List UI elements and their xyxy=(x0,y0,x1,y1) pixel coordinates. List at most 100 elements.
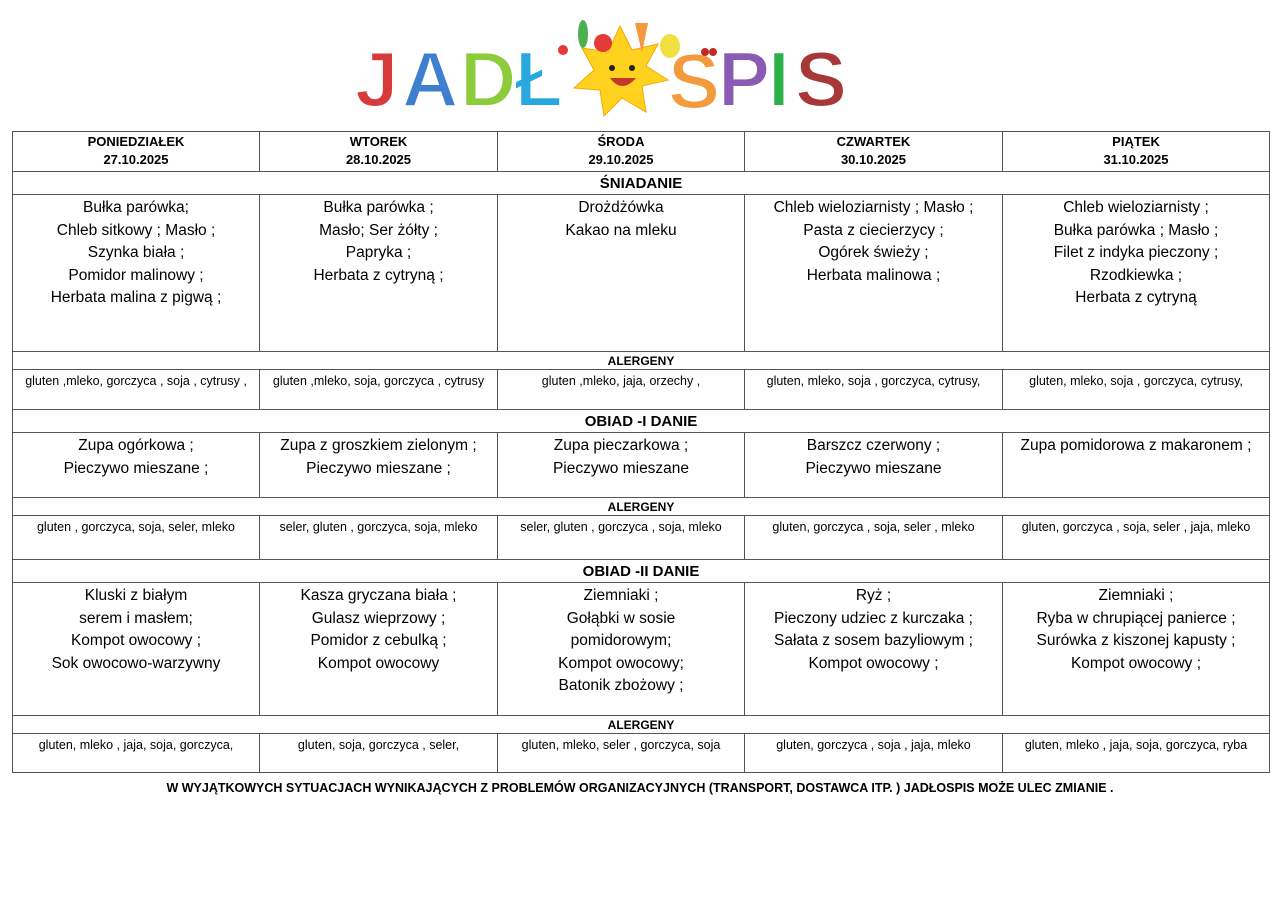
menu-item: Papryka ; xyxy=(345,244,412,261)
menu-item: Pieczony udziec z kurczaka ; xyxy=(773,609,973,627)
menu-item: Zupa pieczarkowa ; xyxy=(553,437,689,454)
menu-item: Herbata malinowa ; xyxy=(806,266,941,284)
menu-cell: Ziemniaki ; Gołąbki w sosie pomidorowym; Ko… xyxy=(497,582,745,716)
menu-item: Masło; Ser żółty ; xyxy=(319,221,438,239)
menu-item: Sałata z sosem bazyliowym ; xyxy=(774,632,973,649)
menu-cell: Chleb wieloziarnisty ; Masło ; Pasta z ci… xyxy=(744,194,1003,352)
allergens-cell: gluten, mleko, soja , gorczyca, cytrusy, xyxy=(744,369,1003,410)
allergens-cell: seler, gluten , gorczyca, soja, mleko xyxy=(259,515,498,560)
allergens-heading: ALERGENY xyxy=(12,497,1270,516)
menu-item: Pomidor z cebulką ; xyxy=(310,632,447,649)
menu-item: Bułka parówka ; xyxy=(323,199,434,216)
allergens-cell: gluten, mleko , jaja, soja, gorczyca, xyxy=(12,733,260,773)
menu-cell: Bułka parówka ; Masło; Ser żółty ; Papryka… xyxy=(259,194,498,352)
allergens-cell: seler, gluten , gorczyca , soja, mleko xyxy=(497,515,745,560)
svg-text:P: P xyxy=(718,35,770,118)
menu-item: Kompot owocowy ; xyxy=(808,654,939,672)
menu-item: Pieczywo mieszane ; xyxy=(306,459,451,477)
allergens-cell: gluten, mleko, soja , gorczyca, cytrusy, xyxy=(1002,369,1270,410)
menu-item: Kompot owocowy; xyxy=(558,654,684,672)
menu-cell: Zupa pomidorowa z makaronem ; xyxy=(1002,432,1270,498)
svg-text:D: D xyxy=(460,35,516,118)
menu-item: Kasza gryczana biała ; xyxy=(300,587,457,604)
menu-item: Drożdżówka xyxy=(578,199,664,216)
menu-item: Zupa ogórkowa ; xyxy=(78,437,194,454)
menu-cell: Kasza gryczana biała ; Gulasz wieprzowy ;… xyxy=(259,582,498,716)
menu-item: Ziemniaki ; xyxy=(583,587,659,604)
day-date: 29.10.2025 xyxy=(588,152,654,167)
breakfast-allergens-row: gluten ,mleko, gorczyca , soja , cytrusy… xyxy=(12,369,1270,410)
allergens-cell: gluten, soja, gorczyca , seler, xyxy=(259,733,498,773)
allergens-cell: gluten, mleko , jaja, soja, gorczyca, ry… xyxy=(1002,733,1270,773)
day-header-row: PONIEDZIAŁEK 27.10.2025 WTOREK 28.10.2025 … xyxy=(12,131,1270,172)
menu-item: pomidorowym; xyxy=(570,632,672,649)
day-date: 31.10.2025 xyxy=(1103,152,1169,167)
menu-item: Surówka z kiszonej kapusty ; xyxy=(1036,632,1236,649)
menu-item: Kakao na mleku xyxy=(565,221,677,239)
day-header: ŚRODA 29.10.2025 xyxy=(497,131,745,172)
menu-item: Gulasz wieprzowy ; xyxy=(311,609,446,627)
allergens-cell: gluten , gorczyca, soja, seler, mleko xyxy=(12,515,260,560)
day-date: 28.10.2025 xyxy=(345,152,412,167)
lunch2-allergens-row: gluten, mleko , jaja, soja, gorczyca, glu… xyxy=(12,733,1270,773)
menu-item: Szynka biała ; xyxy=(87,244,185,261)
section-lunch2: OBIAD -II DANIE xyxy=(12,559,1270,583)
day-header: WTOREK 28.10.2025 xyxy=(259,131,498,172)
allergens-cell: gluten ,mleko, soja, gorczyca , cytrusy xyxy=(259,369,498,410)
menu-cell: Bułka parówka; Chleb sitkowy ; Masło ; Szy… xyxy=(12,194,260,352)
allergens-cell: gluten ,mleko, gorczyca , soja , cytrusy… xyxy=(12,369,260,410)
lunch1-allergens-row: gluten , gorczyca, soja, seler, mleko sel… xyxy=(12,515,1270,560)
menu-table: PONIEDZIAŁEK 27.10.2025 WTOREK 28.10.2025 … xyxy=(12,131,1270,773)
menu-cell: Barszcz czerwony ; Pieczywo mieszane xyxy=(744,432,1003,498)
menu-item: Chleb sitkowy ; Masło ; xyxy=(56,221,216,239)
menu-cell: Ziemniaki ; Ryba w chrupiącej panierce ; S… xyxy=(1002,582,1270,716)
section-breakfast: ŚNIADANIE xyxy=(12,171,1270,195)
allergens-cell: gluten, mleko, seler , gorczyca, soja xyxy=(497,733,745,773)
menu-cell: Zupa pieczarkowa ; Pieczywo mieszane xyxy=(497,432,745,498)
allergens-cell: gluten, gorczyca , soja, seler , jaja, m… xyxy=(1002,515,1270,560)
day-name: ŚRODA xyxy=(597,134,645,149)
menu-item: Kompot owocowy ; xyxy=(70,632,202,649)
menu-cell: Kluski z białym serem i masłem; Kompot owo… xyxy=(12,582,260,716)
menu-item: Chleb wieloziarnisty ; Masło ; xyxy=(773,199,974,216)
menu-item: Pomidor malinowy ; xyxy=(68,266,204,284)
menu-cell: Ryż ; Pieczony udziec z kurczaka ; Sałata … xyxy=(744,582,1003,716)
day-header: CZWARTEK 30.10.2025 xyxy=(744,131,1003,172)
menu-item: Zupa z groszkiem zielonym ; xyxy=(280,437,477,454)
menu-item: Bułka parówka; xyxy=(83,199,189,216)
jadlospis-logo: J A D Ł S P I S xyxy=(354,20,848,118)
footer-note: W WYJĄTKOWYCH SYTUACJACH WYNIKAJĄCYCH Z … xyxy=(166,781,1114,795)
menu-item: Bułka parówka ; Masło ; xyxy=(1053,221,1219,239)
menu-cell: Zupa z groszkiem zielonym ; Pieczywo mies… xyxy=(259,432,498,498)
menu-item: Kompot owocowy xyxy=(317,654,440,672)
menu-item: serem i masłem; xyxy=(79,609,193,627)
menu-item: Sok owocowo-warzywny xyxy=(51,654,221,672)
menu-cell: Zupa ogórkowa ; Pieczywo mieszane ; xyxy=(12,432,260,498)
menu-item: Rzodkiewka ; xyxy=(1089,266,1183,284)
menu-item: Herbata z cytryną ; xyxy=(313,266,444,284)
menu-item: Chleb wieloziarnisty ; xyxy=(1063,199,1209,216)
menu-item: Pieczywo mieszane ; xyxy=(63,459,209,477)
menu-item: Batonik zbożowy ; xyxy=(558,677,684,694)
menu-item: Barszcz czerwony ; xyxy=(806,437,941,454)
menu-item: Herbata malina z pigwą ; xyxy=(50,289,222,306)
menu-item: Kluski z białym xyxy=(84,587,188,604)
day-name: PIĄTEK xyxy=(1112,134,1160,149)
menu-item: Herbata z cytryną xyxy=(1075,289,1197,306)
menu-item: Ziemniaki ; xyxy=(1098,587,1174,604)
menu-cell: Chleb wieloziarnisty ; Bułka parówka ; Ma… xyxy=(1002,194,1270,352)
menu-item: Pasta z ciecierzycy ; xyxy=(803,221,944,239)
menu-item: Pieczywo mieszane xyxy=(805,459,942,477)
section-lunch1: OBIAD -I DANIE xyxy=(12,409,1270,433)
svg-text:S: S xyxy=(795,35,847,118)
day-date: 30.10.2025 xyxy=(840,152,907,167)
day-header: PONIEDZIAŁEK 27.10.2025 xyxy=(12,131,260,172)
menu-item: Ryż ; xyxy=(855,587,892,604)
menu-item: Ryba w chrupiącej panierce ; xyxy=(1036,609,1236,627)
menu-item: Zupa pomidorowa z makaronem ; xyxy=(1020,437,1252,454)
day-date: 27.10.2025 xyxy=(103,152,169,167)
menu-cell: Drożdżówka Kakao na mleku xyxy=(497,194,745,352)
allergens-cell: gluten, gorczyca , soja , jaja, mleko xyxy=(744,733,1003,773)
svg-text:I: I xyxy=(768,35,790,118)
lunch1-row: Zupa ogórkowa ; Pieczywo mieszane ; Zupa z… xyxy=(12,432,1270,498)
